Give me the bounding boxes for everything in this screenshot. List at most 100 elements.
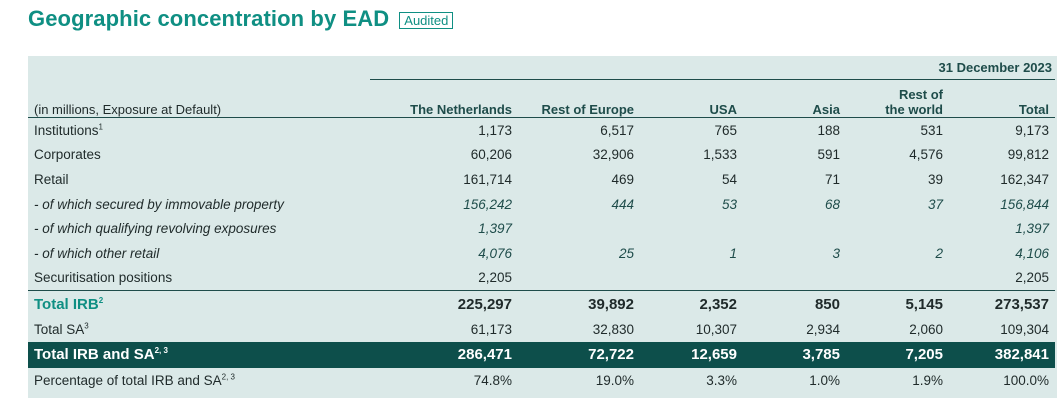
table-row-secured-immovable: - of which secured by immovable property… (28, 192, 1055, 217)
header-rest-of-world-line1: Rest of (898, 87, 943, 102)
row-label-text: Percentage of total IRB and SA (34, 372, 222, 388)
cell-value: 382,841 (949, 341, 1055, 368)
cell-value: 273,537 (994, 295, 1049, 313)
cell-value: 2 (935, 245, 943, 261)
cell-value: 4,076 (478, 245, 512, 261)
cell-value: 72,722 (518, 341, 640, 368)
cell-value (518, 216, 640, 241)
cell-value: 1,397 (1015, 221, 1049, 237)
cell-value: 99,812 (1007, 147, 1049, 163)
cell-value: 225,297 (457, 295, 512, 313)
footnote-marker: 2 (98, 295, 104, 305)
footnote-marker: 3 (84, 321, 89, 331)
cell-value (518, 266, 640, 291)
cell-value: 1,533 (703, 147, 737, 163)
row-label-text: Total IRB (34, 295, 99, 313)
cell-value: 9,173 (1015, 122, 1049, 138)
footnote-marker: 1 (98, 122, 103, 132)
cell-value: 60,206 (470, 147, 512, 163)
cell-value (743, 216, 846, 241)
table-background (28, 56, 1057, 398)
row-label: - of which qualifying revolving exposure… (28, 216, 388, 241)
cell-value: 37 (927, 196, 943, 212)
cell-value: 765 (714, 122, 737, 138)
table-row-total-irb: Total IRB2 225,297 39,892 2,352 850 5,145 273,… (28, 290, 1055, 318)
cell-value: 1,397 (478, 221, 512, 237)
ead-table: (in millions, Exposure at Default) The N… (28, 82, 1055, 392)
cell-value: 156,242 (463, 196, 512, 212)
row-label: - of which secured by immovable property (28, 192, 388, 217)
cell-value: 100.0% (1003, 372, 1049, 388)
header-row: (in millions, Exposure at Default) The N… (28, 82, 1055, 118)
header-usa: USA (709, 102, 737, 117)
audited-badge: Audited (399, 11, 454, 29)
cell-value: 39,892 (588, 295, 634, 313)
cell-value: 32,906 (592, 147, 634, 163)
cell-value: 1 (729, 245, 737, 261)
cell-value: 2,205 (478, 270, 512, 286)
header-netherlands: The Netherlands (410, 102, 512, 117)
cell-value: 591 (817, 147, 840, 163)
cell-value: 109,304 (1000, 321, 1049, 337)
row-label-text: - of which secured by immovable property (34, 196, 284, 212)
row-label-text: - of which other retail (34, 245, 160, 261)
row-label: Corporates (28, 143, 388, 168)
date-rule (370, 79, 1055, 80)
header-rest-of-europe: Rest of Europe (541, 102, 634, 117)
table-row-other-retail: - of which other retail 4,076 25 1 3 2 4,106 (28, 241, 1055, 266)
table-header: (in millions, Exposure at Default) The N… (28, 82, 1055, 118)
cell-value: 1.9% (912, 372, 943, 388)
cell-value: 2,205 (1015, 270, 1049, 286)
table-row-institutions: Institutions1 1,173 6,517 765 188 531 9,173 (28, 118, 1055, 143)
cell-value: 54 (721, 171, 737, 187)
footnote-marker: 2, 3 (154, 346, 168, 356)
cell-value: 25 (618, 245, 634, 261)
row-label: Total IRB and SA2, 3 (28, 341, 388, 368)
cell-value (640, 266, 743, 291)
cell-value: 19.0% (595, 372, 634, 388)
cell-value: 1,173 (478, 122, 512, 138)
cell-value: 3 (832, 245, 840, 261)
cell-value: 68 (824, 196, 840, 212)
cell-value: 162,347 (1000, 171, 1049, 187)
cell-value: 3.3% (706, 372, 737, 388)
header-rest-of-world-line2: the world (885, 102, 943, 117)
cell-value: 156,844 (1000, 196, 1049, 212)
footnote-marker: 2, 3 (221, 372, 235, 382)
row-label: Total SA3 (28, 317, 388, 342)
table-body: Institutions1 1,173 6,517 765 188 531 9,173 Cor… (28, 118, 1055, 393)
cell-value: 2,352 (699, 295, 737, 313)
cell-value: 188 (817, 122, 840, 138)
row-label-text: Retail (34, 171, 69, 187)
cell-value: 850 (814, 295, 840, 313)
cell-value: 61,173 (470, 321, 512, 337)
cell-value: 53 (721, 196, 737, 212)
row-label-text: - of which qualifying revolving exposure… (34, 221, 277, 237)
row-label-text: Total SA (34, 321, 85, 337)
cell-value: 7,205 (846, 341, 949, 368)
cell-value (846, 266, 949, 291)
cell-value: 2,934 (806, 321, 840, 337)
row-label: Institutions1 (28, 118, 388, 143)
table-row-total-sa: Total SA3 61,173 32,830 10,307 2,934 2,060 109… (28, 317, 1055, 342)
table-row-qualifying-revolving: - of which qualifying revolving exposure… (28, 216, 1055, 241)
page-title: Geographic concentration by EAD (28, 6, 390, 31)
cell-value: 4,106 (1015, 245, 1049, 261)
header-label: (in millions, Exposure at Default) (34, 102, 222, 117)
cell-value: 3,785 (743, 341, 846, 368)
cell-value: 469 (611, 171, 634, 187)
cell-value: 71 (824, 171, 840, 187)
row-label: Percentage of total IRB and SA2, 3 (28, 368, 388, 393)
table-row-securitisation: Securitisation positions 2,205 2,205 (28, 266, 1055, 291)
row-label-text: Corporates (34, 147, 101, 163)
cell-value: 6,517 (600, 122, 634, 138)
table-row-total-irb-and-sa: Total IRB and SA2, 3 286,471 72,722 12,659 3… (28, 341, 1055, 368)
cell-value: 1.0% (809, 372, 840, 388)
cell-value (846, 216, 949, 241)
cell-value: 5,145 (905, 295, 943, 313)
row-label: Securitisation positions (28, 266, 388, 291)
cell-value: 286,471 (388, 341, 518, 368)
row-label-text: Institutions (34, 122, 99, 138)
cell-value: 2,060 (909, 321, 943, 337)
